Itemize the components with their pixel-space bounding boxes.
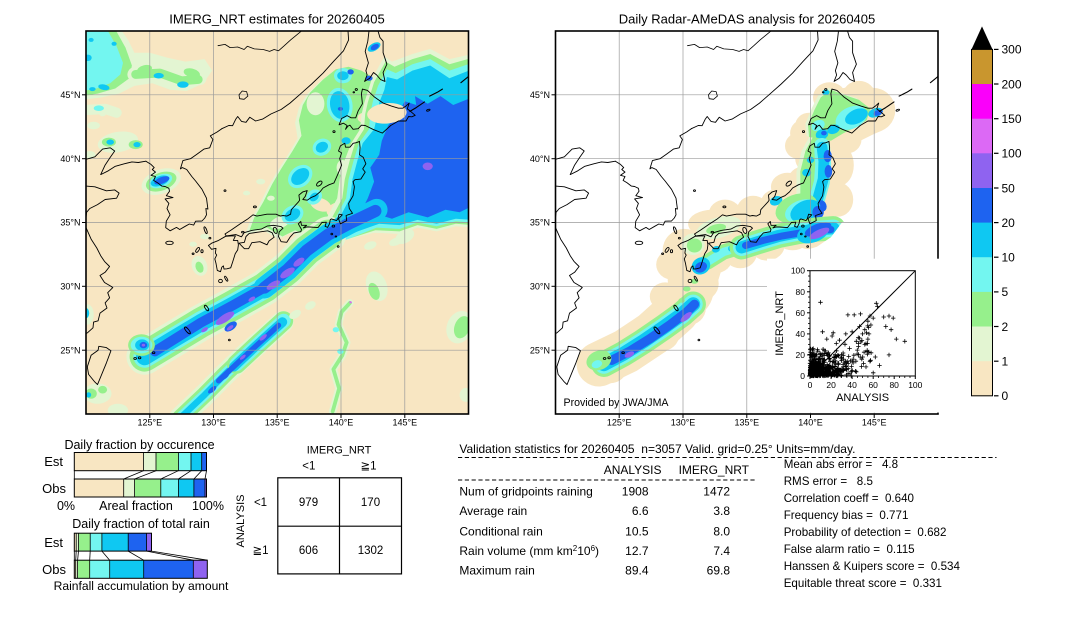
svg-text:Average rain: Average rain xyxy=(459,504,527,518)
svg-text:89.4: 89.4 xyxy=(625,564,649,578)
svg-text:1908: 1908 xyxy=(622,484,649,498)
svg-text:10: 10 xyxy=(1002,251,1016,265)
svg-text:Maximum rain: Maximum rain xyxy=(459,564,534,578)
svg-text:979: 979 xyxy=(299,497,318,509)
svg-text:Daily fraction of total rain: Daily fraction of total rain xyxy=(72,517,210,531)
svg-text:40: 40 xyxy=(847,380,857,390)
svg-text:7.4: 7.4 xyxy=(713,544,730,558)
svg-text:Daily fraction by occurence: Daily fraction by occurence xyxy=(64,438,214,452)
svg-text:50: 50 xyxy=(1002,181,1016,195)
svg-text:135°E: 135°E xyxy=(265,418,290,428)
svg-text:Est: Est xyxy=(44,535,63,550)
svg-text:45°N: 45°N xyxy=(60,90,80,100)
svg-text:130°E: 130°E xyxy=(201,418,226,428)
svg-text:IMERG_NRT estimates for 202604: IMERG_NRT estimates for 20260405 xyxy=(169,12,385,27)
svg-text:Est: Est xyxy=(44,454,63,469)
svg-text:60: 60 xyxy=(868,380,878,390)
svg-text:Rain volume (mm km2106): Rain volume (mm km2106) xyxy=(459,544,599,558)
svg-text:Frequency bias = 0.771: Frequency bias = 0.771 xyxy=(784,509,909,522)
svg-text:Hanssen & Kuipers score = 0.5: Hanssen & Kuipers score = 0.534 xyxy=(784,560,961,573)
svg-text:135°E: 135°E xyxy=(734,418,759,428)
svg-text:Provided by JWA/JMA: Provided by JWA/JMA xyxy=(564,397,670,409)
svg-text:6.6: 6.6 xyxy=(632,504,649,518)
svg-text:20: 20 xyxy=(1002,216,1016,230)
svg-text:1: 1 xyxy=(1002,355,1009,369)
svg-text:0: 0 xyxy=(1002,389,1009,403)
svg-text:25°N: 25°N xyxy=(530,345,550,355)
svg-text:Obs: Obs xyxy=(42,481,66,496)
svg-text:False alarm ratio = 0.115: False alarm ratio = 0.115 xyxy=(784,543,915,556)
svg-text:3.8: 3.8 xyxy=(713,504,730,518)
svg-text:12.7: 12.7 xyxy=(625,544,649,558)
svg-text:8.0: 8.0 xyxy=(713,525,730,539)
svg-text:35°N: 35°N xyxy=(60,218,80,228)
svg-text:35°N: 35°N xyxy=(530,218,550,228)
svg-text:Equitable threat score = 0.33: Equitable threat score = 0.331 xyxy=(784,577,942,590)
svg-text:<1: <1 xyxy=(254,497,267,509)
svg-text:145°E: 145°E xyxy=(862,418,887,428)
svg-text:20: 20 xyxy=(826,380,836,390)
svg-text:IMERG_NRT: IMERG_NRT xyxy=(307,445,372,457)
svg-text:20: 20 xyxy=(796,350,806,360)
svg-text:Validation statistics for 2026: Validation statistics for 20260405 n=305… xyxy=(459,442,855,456)
svg-text:0: 0 xyxy=(800,371,805,381)
svg-text:80: 80 xyxy=(796,287,806,297)
svg-text:145°E: 145°E xyxy=(392,418,417,428)
svg-text:Conditional rain: Conditional rain xyxy=(459,525,542,539)
svg-text:100%: 100% xyxy=(192,499,224,513)
svg-text:40°N: 40°N xyxy=(60,154,80,164)
svg-text:0%: 0% xyxy=(57,499,75,513)
svg-text:≧1: ≧1 xyxy=(360,461,376,473)
svg-text:25°N: 25°N xyxy=(60,345,80,355)
svg-text:40°N: 40°N xyxy=(530,154,550,164)
svg-text:Obs: Obs xyxy=(42,562,66,577)
svg-text:100: 100 xyxy=(908,380,922,390)
svg-text:10.5: 10.5 xyxy=(625,525,649,539)
svg-text:130°E: 130°E xyxy=(671,418,696,428)
svg-text:2: 2 xyxy=(1002,320,1009,334)
svg-text:30°N: 30°N xyxy=(60,282,80,292)
svg-text:Probability of detection = 0.: Probability of detection = 0.682 xyxy=(784,526,947,539)
svg-text:140°E: 140°E xyxy=(798,418,823,428)
svg-text:100: 100 xyxy=(791,266,805,276)
svg-text:ANALYSIS: ANALYSIS xyxy=(604,463,662,477)
svg-text:RMS error = 8.5: RMS error = 8.5 xyxy=(784,475,873,488)
svg-text:1472: 1472 xyxy=(703,484,730,498)
svg-text:69.8: 69.8 xyxy=(707,564,731,578)
svg-text:IMERG_NRT: IMERG_NRT xyxy=(774,291,786,356)
svg-text:606: 606 xyxy=(299,545,318,557)
svg-text:ANALYSIS: ANALYSIS xyxy=(235,495,247,548)
svg-text:300: 300 xyxy=(1002,43,1022,57)
svg-text:ANALYSIS: ANALYSIS xyxy=(836,392,889,404)
svg-text:Daily Radar-AMeDAS analysis fo: Daily Radar-AMeDAS analysis for 20260405 xyxy=(619,12,876,27)
svg-text:125°E: 125°E xyxy=(607,418,632,428)
svg-text:Areal fraction: Areal fraction xyxy=(99,499,173,513)
svg-text:170: 170 xyxy=(361,497,380,509)
svg-text:0: 0 xyxy=(808,380,813,390)
svg-text:125°E: 125°E xyxy=(137,418,162,428)
svg-text:60: 60 xyxy=(796,308,806,318)
svg-text:<1: <1 xyxy=(302,461,315,473)
svg-text:Rainfall accumulation by amoun: Rainfall accumulation by amount xyxy=(54,579,229,593)
svg-text:200: 200 xyxy=(1002,77,1022,91)
svg-text:45°N: 45°N xyxy=(530,90,550,100)
svg-text:5: 5 xyxy=(1002,285,1009,299)
svg-text:1302: 1302 xyxy=(358,545,384,557)
svg-text:150: 150 xyxy=(1002,112,1022,126)
svg-text:30°N: 30°N xyxy=(530,282,550,292)
svg-text:IMERG_NRT: IMERG_NRT xyxy=(679,463,750,477)
svg-text:140°E: 140°E xyxy=(329,418,354,428)
svg-text:Num of gridpoints raining: Num of gridpoints raining xyxy=(459,484,592,498)
svg-text:Mean abs error = 4.8: Mean abs error = 4.8 xyxy=(784,458,898,471)
svg-text:Correlation coeff = 0.640: Correlation coeff = 0.640 xyxy=(784,492,914,505)
svg-text:100: 100 xyxy=(1002,147,1022,161)
svg-text:≧1: ≧1 xyxy=(252,545,268,557)
svg-text:40: 40 xyxy=(796,329,806,339)
svg-text:80: 80 xyxy=(889,380,899,390)
